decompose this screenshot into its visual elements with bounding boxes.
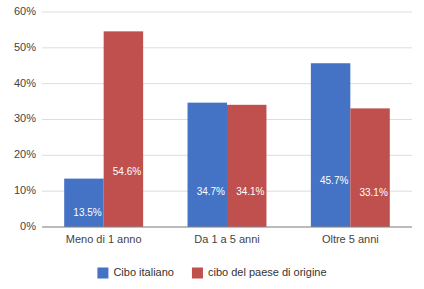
data-label: 34.7% [197, 186, 225, 197]
bar [104, 31, 143, 227]
data-label: 13.5% [73, 207, 101, 218]
bar [350, 108, 389, 227]
grid-line [42, 227, 412, 228]
y-tick-label: 60% [14, 5, 36, 17]
legend: Cibo italiano cibo del paese di origine [97, 266, 326, 279]
bars [64, 31, 390, 227]
y-tick-label: 30% [14, 112, 36, 124]
grid [42, 12, 412, 227]
grid-line [42, 47, 412, 48]
y-tick-label: 50% [14, 41, 36, 53]
bar [311, 63, 350, 227]
grid-line [42, 12, 412, 13]
legend-swatch [192, 268, 203, 279]
x-tick-label: Da 1 a 5 anni [194, 233, 259, 245]
data-label: 54.6% [113, 166, 141, 177]
y-tick-label: 10% [14, 184, 36, 196]
data-label: 45.7% [320, 175, 348, 186]
legend-swatch [97, 268, 108, 279]
data-label: 33.1% [359, 187, 387, 198]
chart: 0% 10% 20% 30% 40% 50% 60% 13.5% 34.7% 45.7% 54.6%… [0, 0, 424, 289]
chart-container: 0% 10% 20% 30% 40% 50% 60% 13.5% 34.7% 45.7% 54.6%… [0, 0, 424, 289]
bar [227, 105, 266, 227]
legend-label: cibo del paese di origine [208, 266, 327, 278]
x-axis-line [42, 227, 412, 228]
data-label: 34.1% [236, 186, 264, 197]
x-tick-label: Meno di 1 anno [66, 233, 142, 245]
bar [188, 103, 227, 227]
y-tick-label: 0% [20, 220, 36, 232]
y-tick-label: 20% [14, 148, 36, 160]
x-tick-label: Oltre 5 anni [322, 233, 379, 245]
y-tick-label: 40% [14, 77, 36, 89]
legend-label: Cibo italiano [113, 266, 174, 278]
bar [64, 179, 103, 227]
grid-line [42, 83, 412, 84]
